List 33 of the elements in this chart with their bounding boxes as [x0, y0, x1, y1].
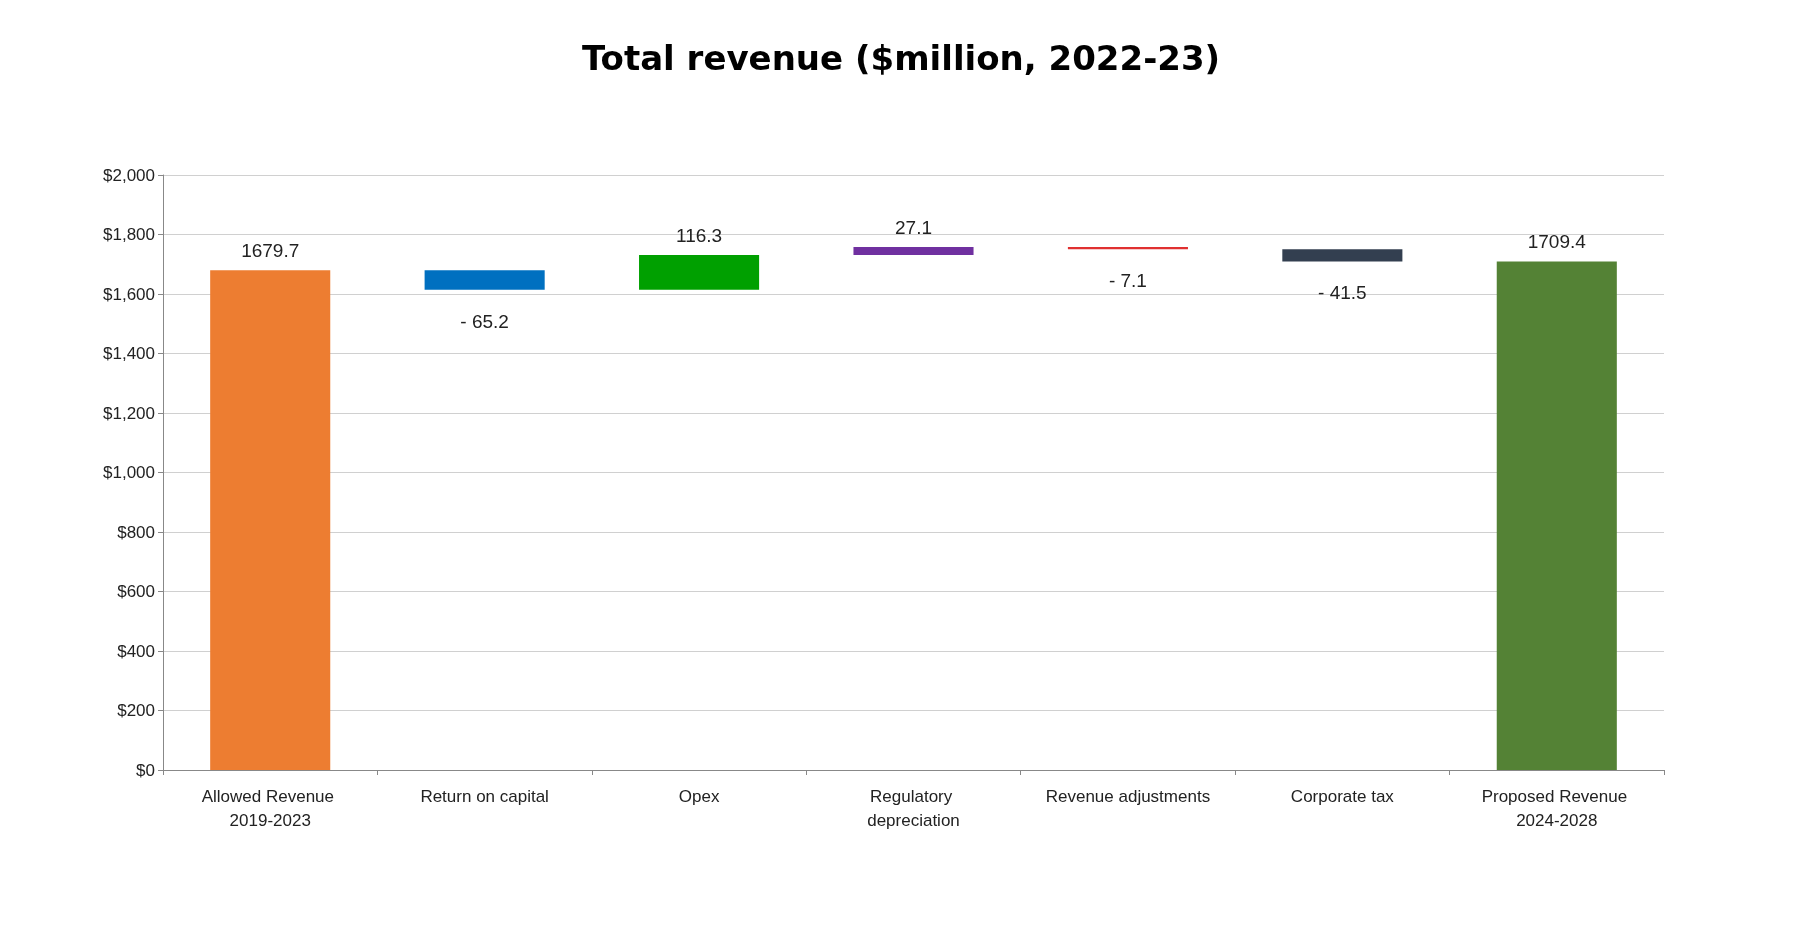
bar: [1067, 247, 1188, 250]
x-tick-label: Revenue adjustments: [1045, 786, 1211, 806]
bar: [1282, 249, 1403, 262]
y-tick-label: $200: [117, 701, 155, 720]
data-label: - 41.5: [1318, 282, 1367, 304]
y-tick-label: $600: [117, 582, 155, 601]
x-tick-label: Return on capital: [420, 786, 549, 806]
y-tick-label: $2,000: [103, 165, 155, 185]
x-tick-label: Opex: [678, 786, 720, 806]
y-tick-label: $0: [136, 760, 155, 780]
y-tick-label: $1,800: [103, 225, 155, 244]
data-label: - 65.2: [460, 310, 509, 332]
x-tick-label: Corporate tax: [1290, 786, 1395, 806]
x-tick-label: Proposed Revenue 2024-2028: [1481, 786, 1632, 830]
chart-title: Total revenue ($million, 2022-23): [581, 38, 1221, 78]
data-label: - 7.1: [1108, 270, 1147, 292]
x-tick-label: Regulatory depreciation: [867, 786, 960, 830]
y-tick-label: $1,200: [103, 403, 155, 423]
data-label: 116.3: [676, 225, 723, 247]
y-tick-label: $1,600: [103, 284, 155, 304]
y-tick-label: $1,400: [103, 344, 155, 363]
y-tick-label: $1,000: [103, 463, 155, 482]
data-label: 1709.4: [1527, 231, 1587, 253]
x-tick-label: Allowed Revenue 2019-2023: [201, 786, 339, 830]
bar: [853, 247, 974, 256]
bar: [210, 270, 331, 770]
data-label: 1679.7: [241, 240, 300, 262]
bar: [424, 270, 545, 290]
bar: [1496, 261, 1617, 770]
data-label: 27.1: [895, 217, 932, 239]
bar: [639, 255, 760, 290]
y-tick-label: $800: [117, 522, 155, 542]
y-tick-label: $400: [117, 641, 155, 661]
